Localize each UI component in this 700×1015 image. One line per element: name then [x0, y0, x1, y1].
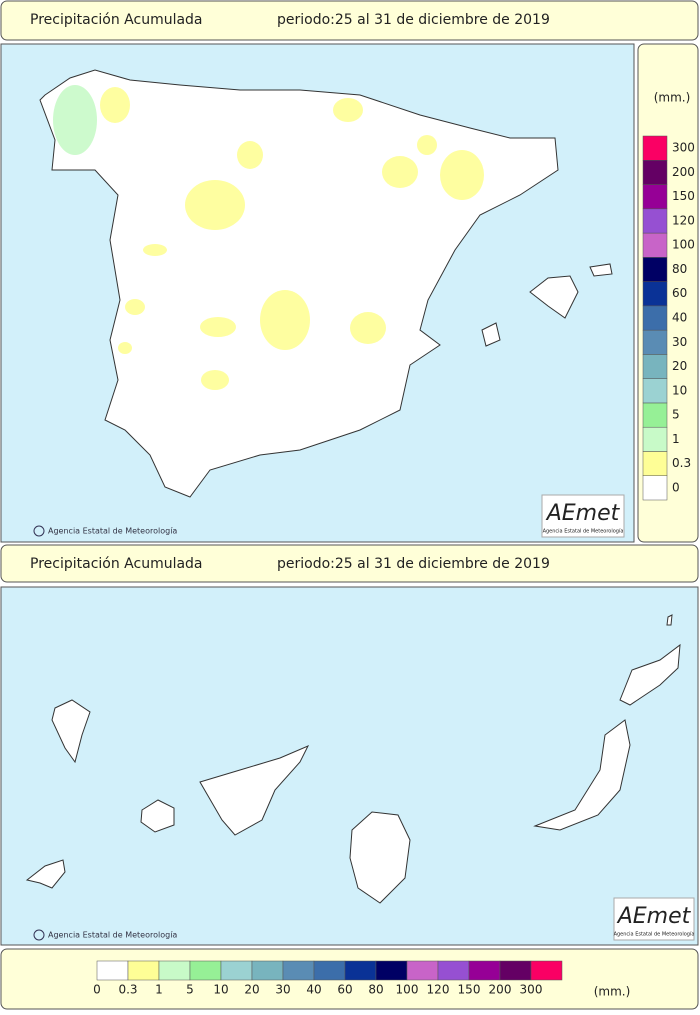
logo-subtitle: Agencia Estatal de Meteorología — [543, 528, 624, 535]
legend-swatch — [282, 960, 315, 981]
legend-label: 5 — [186, 983, 194, 997]
legend-label: 150 — [672, 189, 695, 203]
legend-label: 1 — [155, 983, 163, 997]
legend-label: 30 — [275, 983, 290, 997]
legend-label: 30 — [672, 335, 687, 349]
logo-box — [541, 494, 625, 538]
legend-label: 200 — [489, 983, 512, 997]
legend-swatch — [220, 960, 253, 981]
legend-swatch — [642, 378, 668, 404]
spain-land — [39, 69, 559, 498]
canarias-map — [0, 586, 699, 946]
legend-swatch — [642, 208, 668, 234]
legend-swatch — [642, 257, 668, 282]
legend-swatch — [642, 426, 668, 452]
legend-swatch — [251, 960, 284, 981]
legend-swatch — [642, 475, 668, 501]
logo-subtitle: Agencia Estatal de Meteorología — [614, 931, 695, 938]
map-title: Precipitación Acumulada — [30, 556, 203, 572]
legend-swatch — [642, 160, 668, 185]
horizontal-legend: 0 0.3 1 5 10 20 30 40 60 80 100 120 150 200 300 — [93, 960, 563, 997]
legend-swatch — [406, 960, 439, 981]
legend-label: 150 — [458, 983, 481, 997]
legend-swatch — [642, 281, 668, 307]
legend-swatch — [642, 402, 668, 428]
legend-label: 300 — [672, 141, 695, 155]
legend-swatch — [158, 960, 191, 981]
legend-swatch — [96, 960, 129, 981]
legend-label: 0 — [672, 480, 680, 494]
vertical-legend: 0 0.3 1 5 10 20 30 40 60 80 100 120 150 200 300 — [642, 135, 695, 501]
legend-label: 5 — [672, 408, 680, 422]
legend-swatch — [499, 960, 532, 981]
legend-unit: (mm.) — [594, 985, 631, 999]
legend-swatch — [468, 960, 501, 981]
legend-swatch — [375, 960, 408, 981]
legend-swatch — [642, 135, 668, 161]
legend-label: 120 — [427, 983, 450, 997]
legend-label: 10 — [672, 383, 687, 397]
legend-swatch — [642, 354, 668, 379]
credit: Agencia Estatal de Meteorología — [48, 527, 177, 536]
legend-swatch — [313, 960, 346, 981]
header-bar — [0, 544, 699, 583]
logo-box — [613, 897, 695, 941]
legend-swatch — [642, 451, 668, 476]
legend-swatch — [642, 329, 668, 355]
copyright-icon — [33, 525, 45, 537]
logo: AEmet — [545, 501, 621, 526]
legend-label: 100 — [396, 983, 419, 997]
legend-label: 80 — [672, 262, 687, 276]
map-title: Precipitación Acumulada — [30, 12, 203, 28]
legend-label: 120 — [672, 213, 695, 227]
legend-swatch — [127, 960, 160, 981]
legend-label: 20 — [672, 359, 687, 373]
legend-swatch — [189, 960, 222, 981]
legend-label: 100 — [672, 238, 695, 252]
rain-areas — [53, 85, 484, 390]
islands — [25, 614, 681, 904]
legend-label: 200 — [672, 165, 695, 179]
legend-label: 60 — [672, 286, 687, 300]
menorca — [589, 263, 613, 277]
legend-label: 60 — [337, 983, 352, 997]
legend-label: 1 — [672, 432, 680, 446]
legend-swatch — [530, 960, 563, 981]
map-period: periodo:25 al 31 de diciembre de 2019 — [277, 556, 550, 572]
map-period: periodo:25 al 31 de diciembre de 2019 — [277, 12, 550, 28]
legend-swatch — [642, 232, 668, 258]
legend-swatch — [344, 960, 377, 981]
legend-label: 40 — [672, 311, 687, 325]
mallorca — [529, 275, 579, 319]
ibiza — [481, 322, 501, 347]
legend-label: 40 — [306, 983, 321, 997]
header-bar — [0, 0, 699, 41]
legend-unit: (mm.) — [654, 91, 691, 105]
legend-label: 80 — [368, 983, 383, 997]
credit: Agencia Estatal de Meteorología — [48, 931, 177, 940]
legend-label: 300 — [520, 983, 543, 997]
legend-label: 0.3 — [118, 983, 137, 997]
logo: AEmet — [616, 904, 692, 929]
copyright-icon — [33, 929, 45, 941]
legend-label: 10 — [213, 983, 228, 997]
legend-swatch — [642, 184, 668, 210]
legend-swatch — [437, 960, 470, 981]
legend-label: 20 — [244, 983, 259, 997]
legend-swatch — [642, 305, 668, 331]
legend-label: 0.3 — [672, 456, 691, 470]
legend-label: 0 — [93, 983, 101, 997]
